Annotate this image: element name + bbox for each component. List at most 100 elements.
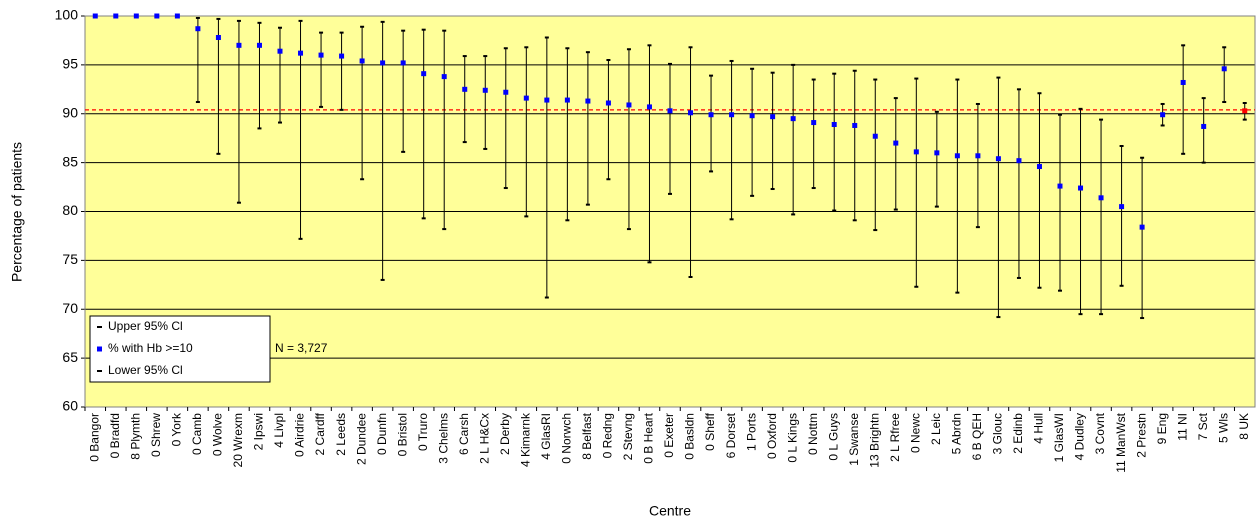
x-tick-label: 0 Airdrie <box>293 413 307 457</box>
mean-marker <box>1180 79 1186 85</box>
mean-marker <box>790 116 796 122</box>
x-tick-label: 2 Stevng <box>621 413 635 460</box>
x-tick-label: 0 Newc <box>908 413 922 453</box>
x-tick-label: 4 Kimarnk <box>518 412 532 467</box>
legend-box <box>89 315 271 383</box>
mean-marker <box>400 60 406 66</box>
x-tick-label: 2 Prestn <box>1134 413 1148 458</box>
y-tick-label: 90 <box>62 104 78 120</box>
x-tick-label: 4 Livpl <box>272 413 286 448</box>
mean-marker <box>1119 204 1125 210</box>
mean-marker <box>1057 183 1063 189</box>
x-tick-label: 4 GlasRI <box>539 413 553 460</box>
x-tick-label: 0 Exeter <box>662 413 676 458</box>
x-tick-label: 0 Camb <box>190 413 204 455</box>
x-tick-label: 4 Hull <box>1032 413 1046 444</box>
mean-marker <box>1160 112 1166 118</box>
mean-marker <box>934 150 940 156</box>
x-tick-label: 2 Leeds <box>334 413 348 456</box>
mean-marker <box>1016 158 1022 164</box>
x-tick-label: 0 Bristol <box>395 413 409 456</box>
mean-marker <box>1201 123 1207 129</box>
x-axis-title: Centre <box>649 503 691 519</box>
x-tick-label: 0 Nottm <box>806 413 820 455</box>
x-tick-label: 9 Eng <box>1155 413 1169 444</box>
mean-marker <box>380 60 386 66</box>
y-tick-label: 75 <box>62 251 78 267</box>
x-tick-label: 2 Edinb <box>1011 413 1025 454</box>
x-tick-label: 7 Sct <box>1196 412 1210 440</box>
x-tick-label: 2 Derby <box>498 413 512 455</box>
x-tick-label: 8 UK <box>1237 413 1251 440</box>
y-tick-label: 95 <box>62 56 78 72</box>
x-tick-label: 0 Oxford <box>765 413 779 459</box>
x-tick-label: 3 Covnt <box>1093 412 1107 454</box>
y-tick-label: 85 <box>62 153 78 169</box>
x-tick-label: 1 Ports <box>744 413 758 451</box>
mean-marker <box>831 122 837 128</box>
mean-marker <box>133 13 139 19</box>
mean-marker <box>421 71 427 77</box>
x-tick-label: 0 Bangor <box>87 413 101 462</box>
mean-marker <box>1139 224 1145 230</box>
mean-marker <box>913 149 919 155</box>
x-tick-label: 0 Dunfn <box>375 413 389 455</box>
x-tick-label: 2 L H&Cx <box>477 413 491 464</box>
mean-marker <box>872 133 878 139</box>
legend-label: Upper 95% Cl <box>108 319 183 333</box>
mean-marker <box>749 113 755 119</box>
mean-marker <box>708 112 714 118</box>
x-tick-label: 0 Basldn <box>683 413 697 460</box>
x-tick-label: 4 Dudley <box>1073 413 1087 460</box>
mean-marker <box>811 120 817 126</box>
x-tick-label: 0 Truro <box>416 413 430 451</box>
plot-border <box>84 15 1256 408</box>
y-tick-label: 70 <box>62 300 78 316</box>
legend-marker <box>97 346 102 352</box>
mean-marker <box>954 153 960 159</box>
x-tick-label: 5 Wls <box>1216 413 1230 443</box>
mean-marker <box>975 153 981 159</box>
annotation: N = 3,727 <box>275 341 328 355</box>
x-tick-label: 11 NI <box>1175 413 1189 441</box>
mean-marker <box>770 114 776 120</box>
x-tick-label: 6 B QEH <box>970 413 984 460</box>
mean-marker <box>236 42 242 48</box>
mean-marker <box>1098 195 1104 201</box>
mean-marker <box>462 86 468 92</box>
mean-marker <box>852 122 858 128</box>
y-tick-label: 65 <box>62 349 78 365</box>
x-tick-label: 0 Sheff <box>703 412 717 450</box>
x-tick-label: 5 Abrdn <box>950 413 964 454</box>
mean-marker <box>585 98 591 104</box>
x-tick-label: 0 York <box>170 412 184 446</box>
x-tick-label: 2 Leic <box>929 413 943 445</box>
x-tick-label: 0 Wolve <box>211 413 225 456</box>
mean-marker <box>626 102 632 108</box>
x-tick-label: 20 Wrexm <box>231 413 245 467</box>
x-tick-label: 8 Plymth <box>128 413 142 460</box>
x-tick-label: 13 Brightn <box>867 413 881 468</box>
mean-marker <box>605 100 611 106</box>
x-tick-label: 2 Ipswi <box>252 413 266 450</box>
x-tick-label: 0 Shrew <box>149 413 163 457</box>
x-tick-label: 0 L Kings <box>785 413 799 463</box>
mean-marker <box>359 58 365 64</box>
mean-marker <box>298 50 304 56</box>
mean-marker <box>729 112 735 118</box>
x-tick-label: 6 Carsh <box>457 413 471 455</box>
mean-marker <box>277 48 283 54</box>
mean-marker <box>1242 108 1248 114</box>
y-tick-label: 60 <box>62 398 78 414</box>
y-axis-title: Percentage of patients <box>9 142 25 282</box>
mean-marker <box>667 108 673 114</box>
mean-marker <box>482 87 488 93</box>
x-tick-label: 1 GlasWI <box>1052 413 1066 462</box>
x-tick-label: 0 Bradfd <box>108 413 122 458</box>
mean-marker <box>503 89 509 95</box>
mean-marker <box>995 156 1001 162</box>
mean-marker <box>339 53 345 59</box>
y-tick-label: 100 <box>55 7 79 23</box>
mean-marker <box>318 52 324 58</box>
